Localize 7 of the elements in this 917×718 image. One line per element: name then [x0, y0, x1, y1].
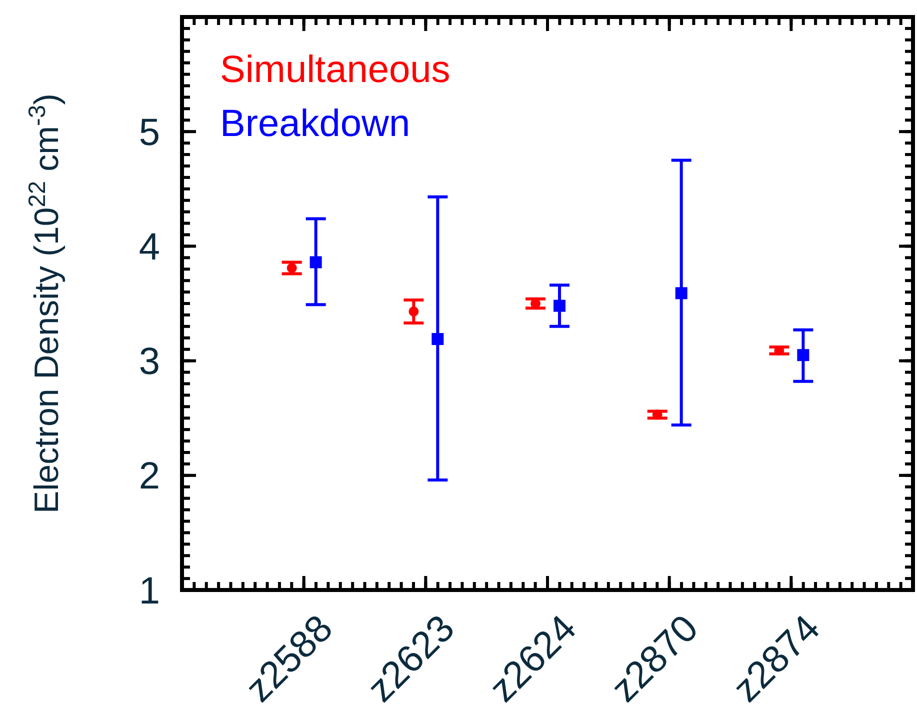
y-tick-label: 4 [138, 226, 160, 268]
text: Breakdown [220, 103, 410, 145]
y-tick-label: 3 [138, 341, 160, 384]
y-tick-label: 5 [138, 112, 160, 154]
y-tick-label: 2 [138, 456, 160, 498]
y-tick-label: 1 [138, 570, 160, 612]
text: Simultaneous [220, 49, 450, 91]
